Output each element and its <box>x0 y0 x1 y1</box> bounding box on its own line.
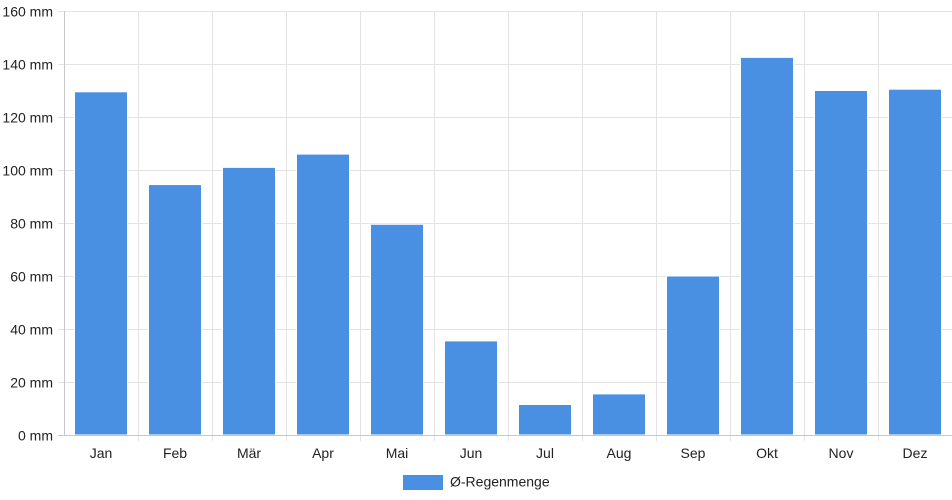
legend-label[interactable]: Ø-Regenmenge <box>450 474 550 490</box>
y-tick-label: 0 mm <box>18 428 53 444</box>
x-tick-label: Mär <box>237 445 261 461</box>
bar-7 <box>592 393 646 436</box>
bar-0 <box>74 91 128 436</box>
y-axis-ticks: 0 mm 20 mm 40 mm 60 mm 80 mm 100 mm 120 mm 140 … <box>2 4 53 444</box>
y-tick-label: 160 mm <box>2 4 53 20</box>
bar-2 <box>222 166 276 436</box>
y-tick-label: 120 mm <box>2 110 53 126</box>
x-tick-label: Mai <box>386 445 409 461</box>
y-tick-label: 140 mm <box>2 57 53 73</box>
x-tick-label: Nov <box>829 445 854 461</box>
bar-series <box>74 56 942 436</box>
bar-1 <box>148 184 202 436</box>
bar-8 <box>666 275 720 436</box>
legend[interactable]: Ø-Regenmenge <box>403 474 550 491</box>
x-tick-label: Feb <box>163 445 187 461</box>
x-tick-label: Okt <box>756 445 778 461</box>
y-tick-label: 60 mm <box>10 269 53 285</box>
bar-4 <box>370 223 424 436</box>
y-tick-label: 20 mm <box>10 375 53 391</box>
bar-9 <box>740 56 794 436</box>
x-tick-label: Jun <box>460 445 483 461</box>
bar-3 <box>296 153 350 436</box>
legend-swatch[interactable] <box>403 475 443 490</box>
y-tick-label: 100 mm <box>2 163 53 179</box>
bar-5 <box>444 340 498 436</box>
x-tick-label: Aug <box>607 445 632 461</box>
bar-11 <box>888 88 942 436</box>
x-tick-label: Jul <box>536 445 554 461</box>
x-tick-label: Apr <box>312 445 334 461</box>
bar-6 <box>518 404 572 436</box>
x-tick-label: Jan <box>90 445 113 461</box>
y-tick-label: 40 mm <box>10 322 53 338</box>
grid-lines <box>58 11 952 441</box>
x-tick-label: Dez <box>903 445 928 461</box>
axes <box>58 11 952 436</box>
y-tick-label: 80 mm <box>10 216 53 232</box>
x-tick-label: Sep <box>681 445 706 461</box>
bar-10 <box>814 90 868 436</box>
x-axis-ticks: Jan Feb Mär Apr Mai Jun Jul Aug Sep Okt Nov Dez <box>90 445 928 461</box>
